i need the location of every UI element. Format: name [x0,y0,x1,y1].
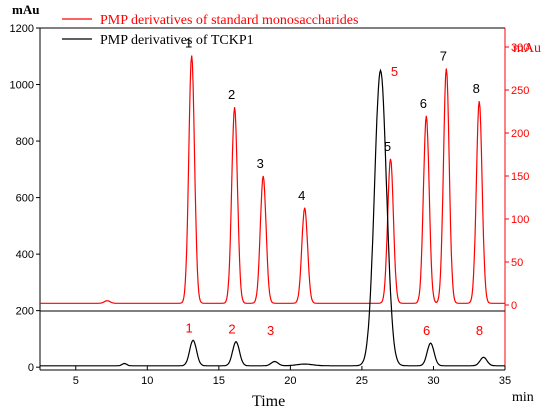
peak-labels: 1 2 3 4 5 6 7 8 1 2 3 5 6 8 [185,36,483,338]
left-tick-label: 1200 [10,23,34,35]
x-tick-label: 10 [141,375,153,387]
axes: 5 10 15 20 25 30 35020040060080010001200050100… [10,23,530,387]
series-line-standards [40,55,505,304]
tckp1-peak-label: 2 [228,322,235,337]
left-axis-unit: mAu [12,2,39,17]
right-tick-label: 0 [511,300,517,312]
x-tick-label: 25 [356,375,368,387]
right-axis-unit: mAu [513,41,541,56]
right-tick-label: 100 [511,214,529,226]
x-tick-label: 35 [499,375,511,387]
right-tick-label: 250 [511,85,529,97]
x-tick-label: 15 [213,375,225,387]
right-tick-label: 300 [511,42,529,54]
tckp1-peak-label: 3 [267,323,274,338]
x-tick-label: 20 [284,375,296,387]
tckp1-peak-label: 6 [423,323,430,338]
standards-peak-label: 6 [420,96,427,111]
right-tick-label: 50 [511,257,523,269]
left-tick-label: 600 [16,193,34,205]
standards-peak-label: 7 [440,49,447,64]
series-line-tckp1 [40,68,505,367]
standards-peak-label: 4 [298,188,305,203]
tckp1-peak-label: 5 [391,64,398,79]
x-tick-label: 30 [427,375,439,387]
left-tick-label: 800 [16,136,34,148]
left-tick-label: 200 [16,306,34,318]
left-tick-label: 400 [16,249,34,261]
x-axis-label: Time [252,393,285,410]
legend-label-tckp1: PMP derivatives of TCKP1 [100,33,254,48]
standards-peak-label: 3 [257,156,264,171]
legend-label-standards: PMP derivatives of standard monosacchari… [100,13,358,28]
standards-peak-label: 5 [384,139,391,154]
standards-peak-label: 1 [185,36,192,51]
tckp1-peak-label: 8 [476,323,483,338]
standards-peak-label: 2 [228,87,235,102]
right-tick-label: 150 [511,171,529,183]
left-tick-label: 0 [28,362,34,374]
x-axis-unit: min [512,390,534,405]
tckp1-peak-label: 1 [185,320,192,335]
standards-peak-label: 8 [473,81,480,96]
series-layer [40,55,505,367]
legend: PMP derivatives of standard monosacchari… [62,13,358,48]
left-tick-label: 1000 [10,80,34,92]
x-tick-label: 5 [73,375,79,387]
right-tick-label: 200 [511,128,529,140]
